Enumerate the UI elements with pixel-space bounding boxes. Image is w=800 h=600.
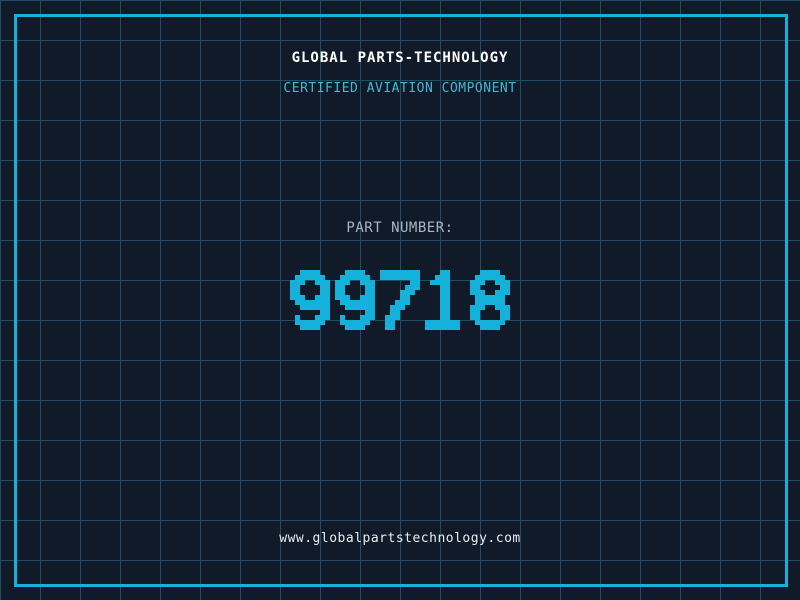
part-number-digits bbox=[0, 270, 800, 330]
part-number-digit-9 bbox=[290, 270, 330, 330]
part-number-digit-7 bbox=[380, 270, 420, 330]
certification-subtitle: CERTIFIED AVIATION COMPONENT bbox=[283, 81, 517, 96]
part-number-digit-9 bbox=[335, 270, 375, 330]
company-title: GLOBAL PARTS-TECHNOLOGY bbox=[291, 50, 509, 66]
part-number-digit-8 bbox=[470, 270, 510, 330]
website-url: www.globalpartstechnology.com bbox=[279, 531, 521, 546]
part-number-digit-1 bbox=[425, 270, 460, 330]
part-number-label: PART NUMBER: bbox=[346, 220, 454, 236]
